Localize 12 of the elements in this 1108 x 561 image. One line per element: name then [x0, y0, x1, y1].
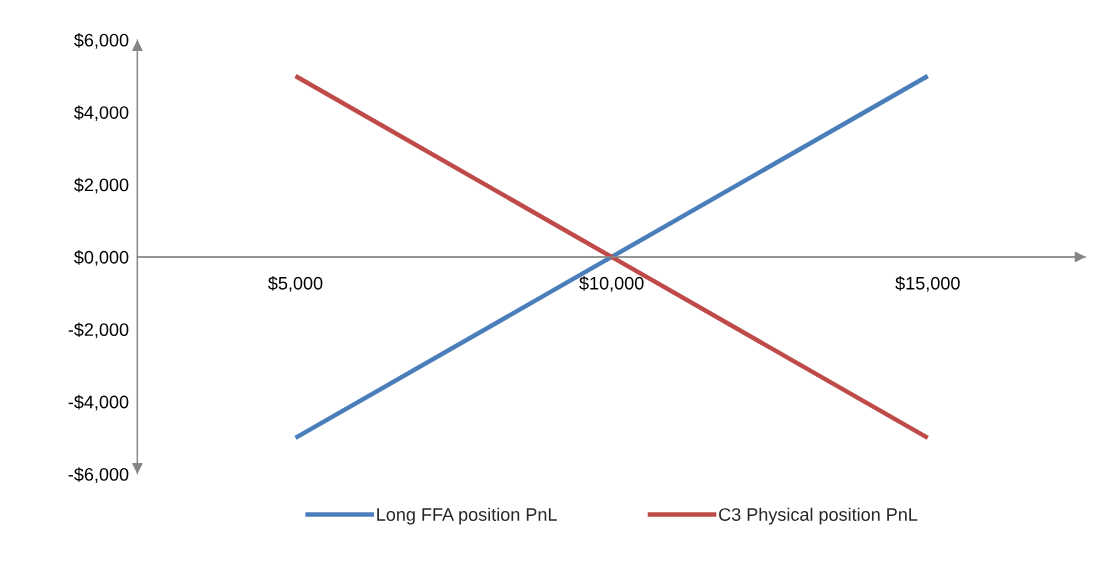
x-tick-label: $10,000	[579, 276, 644, 292]
y-tick-label: $0,000	[74, 250, 129, 266]
y-tick-label: -$6,000	[68, 467, 129, 483]
x-tick-label: $5,000	[268, 276, 323, 292]
y-tick-label: $4,000	[74, 105, 129, 122]
y-tick-label: -$4,000	[68, 394, 129, 411]
legend-label: Long FFA position PnL	[377, 507, 557, 525]
x-tick-label: $15,000	[895, 276, 960, 292]
legend-label: C3 Physical position PnL	[719, 507, 918, 525]
y-tick-label: -$2,000	[68, 322, 129, 339]
y-tick-label: $2,000	[74, 177, 129, 194]
y-tick-label: $6,000	[74, 33, 129, 49]
